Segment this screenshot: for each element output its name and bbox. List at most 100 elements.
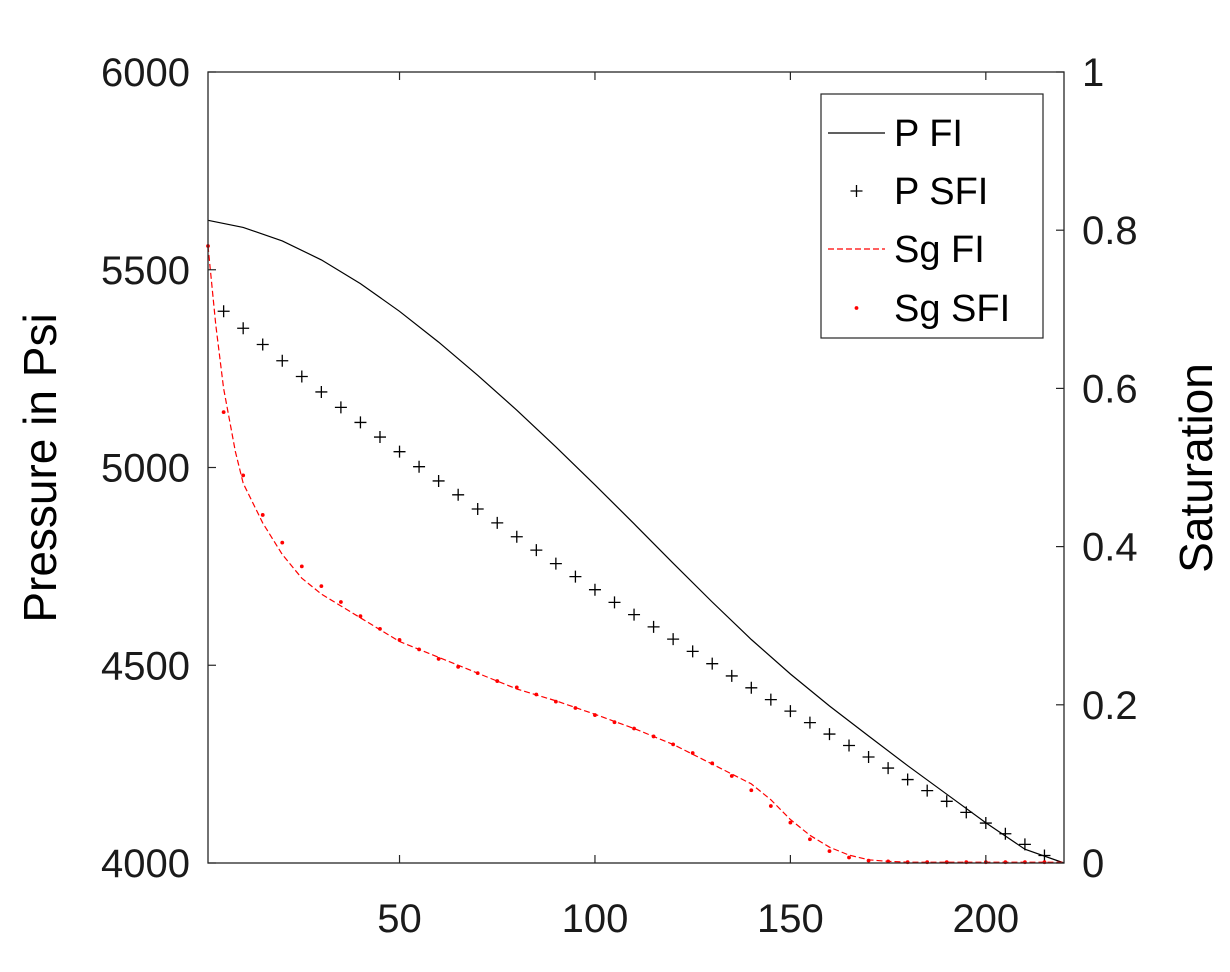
point-p-sfi xyxy=(667,633,680,646)
point-p-sfi xyxy=(432,474,445,487)
point-p-sfi xyxy=(999,827,1012,840)
point-p-sfi xyxy=(373,431,386,444)
point-sg-sfi xyxy=(495,679,500,683)
point-p-sfi xyxy=(940,795,953,808)
legend: P FI P SFI Sg FI Sg SFI xyxy=(820,93,1044,339)
y2-tick-label: 1 xyxy=(1082,51,1104,95)
legend-entry-sg-sfi: Sg SFI xyxy=(854,288,1010,330)
point-p-sfi xyxy=(921,784,934,797)
x-tick-label: 200 xyxy=(952,897,1019,941)
point-sg-sfi xyxy=(221,410,226,415)
legend-entry-p-sfi: P SFI xyxy=(850,171,988,213)
point-sg-sfi xyxy=(280,540,285,545)
point-p-sfi xyxy=(217,305,230,318)
series-p-sfi xyxy=(217,305,1051,862)
y-tick-label: 4500 xyxy=(101,644,190,688)
y-tick-label: 5000 xyxy=(101,447,190,491)
point-sg-sfi xyxy=(299,564,304,569)
point-p-sfi xyxy=(784,705,797,718)
legend-label: Sg SFI xyxy=(894,288,1010,330)
point-p-sfi xyxy=(491,516,504,529)
point-p-sfi xyxy=(686,645,699,658)
point-p-sfi xyxy=(354,416,367,429)
legend-label: Sg FI xyxy=(894,229,985,271)
point-p-sfi xyxy=(803,716,816,729)
point-p-sfi xyxy=(237,322,250,335)
point-p-sfi xyxy=(1038,849,1051,862)
point-sg-sfi xyxy=(651,734,656,739)
legend-label: P SFI xyxy=(894,171,988,213)
y-tick-label: 5500 xyxy=(101,249,190,293)
point-p-sfi xyxy=(608,596,621,609)
tick-labels: 50 100 150 200 4000 4500 5000 5500 6000 0 0.2 0.4 0.… xyxy=(101,51,1138,941)
plot-area xyxy=(206,219,1065,865)
point-p-sfi xyxy=(862,751,875,764)
plot-frame xyxy=(207,71,1065,864)
series-p-fi xyxy=(207,219,1065,864)
x-tick-label: 100 xyxy=(562,897,629,941)
point-p-sfi xyxy=(647,620,660,633)
point-p-sfi xyxy=(745,681,758,694)
point-sg-sfi xyxy=(338,600,343,604)
point-sg-sfi xyxy=(788,820,793,825)
point-p-sfi xyxy=(413,460,426,473)
point-sg-sfi xyxy=(768,804,773,808)
legend-label: P FI xyxy=(894,113,963,155)
point-p-sfi xyxy=(725,669,738,682)
point-p-sfi xyxy=(960,806,973,819)
point-sg-sfi xyxy=(749,788,754,793)
point-sg-sfi xyxy=(378,626,382,631)
point-sg-sfi xyxy=(534,692,539,697)
point-p-sfi xyxy=(901,773,914,786)
point-sg-sfi xyxy=(319,584,324,589)
point-p-sfi xyxy=(549,557,562,570)
y-axis-title: Pressure in Psi xyxy=(14,313,66,622)
point-sg-sfi xyxy=(436,657,441,661)
point-sg-sfi xyxy=(593,713,597,717)
point-p-sfi xyxy=(823,728,836,741)
point-sg-sfi xyxy=(553,699,558,704)
point-p-sfi xyxy=(882,762,895,775)
point-p-sfi xyxy=(471,503,484,516)
point-sg-sfi xyxy=(456,664,461,669)
point-sg-sfi xyxy=(847,855,851,860)
x-tick-label: 150 xyxy=(757,897,824,941)
point-sg-sfi xyxy=(241,473,246,478)
y2-axis-title: Saturation xyxy=(1170,363,1222,573)
point-sg-sfi xyxy=(573,706,578,710)
point-p-sfi xyxy=(764,693,777,706)
series-sg-sfi xyxy=(206,244,1047,865)
point-sg-sfi xyxy=(514,685,519,690)
point-sg-sfi xyxy=(729,774,734,778)
point-p-sfi xyxy=(1018,838,1031,851)
y-tick-label: 6000 xyxy=(101,51,190,95)
x-tick-label: 50 xyxy=(377,897,422,941)
y2-tick-label: 0.2 xyxy=(1082,684,1138,728)
legend-box xyxy=(820,93,1044,339)
point-sg-sfi xyxy=(358,614,363,619)
point-p-sfi xyxy=(334,401,347,414)
series-line-p-fi xyxy=(207,219,1065,864)
point-p-sfi xyxy=(393,445,406,458)
point-sg-sfi xyxy=(260,513,265,517)
point-sg-sfi xyxy=(417,647,421,652)
legend-swatch xyxy=(850,185,863,197)
point-p-sfi xyxy=(588,583,601,596)
point-sg-sfi xyxy=(690,751,695,755)
point-p-sfi xyxy=(843,739,856,752)
point-sg-sfi xyxy=(827,849,832,854)
y2-tick-label: 0.4 xyxy=(1082,526,1138,570)
point-p-sfi xyxy=(569,570,582,583)
point-p-sfi xyxy=(315,385,328,398)
point-p-sfi xyxy=(979,817,992,830)
point-sg-sfi xyxy=(475,671,480,676)
point-p-sfi xyxy=(295,370,308,383)
point-sg-sfi xyxy=(612,720,617,725)
legend-entry-sg-fi: Sg FI xyxy=(828,229,985,271)
point-p-sfi xyxy=(256,338,269,351)
point-p-sfi xyxy=(706,657,719,670)
point-p-sfi xyxy=(530,544,543,557)
legend-entry-p-fi: P FI xyxy=(828,113,963,155)
y-tick-label: 4000 xyxy=(101,842,190,886)
